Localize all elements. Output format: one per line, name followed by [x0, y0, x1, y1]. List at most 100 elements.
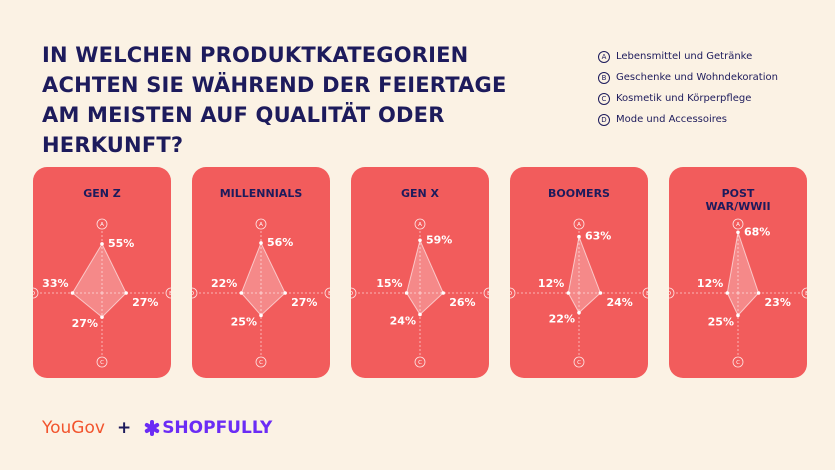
radar-point [283, 291, 287, 295]
radar-area [240, 241, 286, 317]
radar-point [70, 291, 75, 295]
axis-end [642, 287, 648, 299]
axis-label: C [736, 360, 740, 366]
legend-item: C Kosmetik und Körperpflege [598, 88, 778, 109]
axis-label: A [418, 222, 422, 228]
radar-point [736, 313, 740, 318]
value-label: 26% [449, 296, 475, 309]
value-label: 25% [231, 315, 257, 328]
axis-label: B [487, 291, 489, 297]
shopfully-icon [144, 420, 160, 436]
radar-area [726, 232, 760, 317]
radar-area [567, 234, 602, 314]
value-label: 12% [697, 277, 723, 290]
axis-label: D [669, 291, 671, 297]
radar-chart: A B C D 68% 23% 25% 12% [669, 218, 807, 368]
value-label: 27% [132, 296, 158, 309]
axis-label: B [805, 291, 807, 297]
radar-point [418, 238, 422, 243]
axis-end [414, 356, 426, 368]
radar-point [259, 241, 263, 245]
value-label: 23% [765, 296, 791, 309]
value-label: 22% [211, 277, 237, 290]
value-label: 24% [390, 314, 416, 327]
value-label: 27% [72, 317, 98, 330]
radar-point [566, 291, 571, 295]
axis-end [732, 356, 744, 368]
value-label: 63% [585, 230, 611, 243]
value-label: 68% [744, 225, 770, 238]
chart-title: GEN Z [83, 187, 121, 200]
legend: A Lebensmittel und Getränke B Geschenke und… [598, 46, 778, 130]
legend-key: A [598, 50, 610, 63]
chart-card: MILLENNIALS A B C D 56% 27% 25% 22% [192, 167, 330, 378]
axis-end [351, 287, 357, 299]
radar-point [124, 291, 128, 295]
legend-label: Geschenke und Wohndekoration [616, 72, 778, 83]
chart-card: GEN Z A B C D 55% 27% 27% 33% [33, 167, 171, 378]
axis-end [33, 287, 39, 299]
radar-area [406, 238, 444, 316]
axis-end [510, 287, 516, 299]
axis-label: B [169, 291, 171, 297]
value-label: 24% [606, 296, 632, 309]
value-label: 59% [426, 233, 452, 246]
radar-point [577, 310, 581, 315]
axis-label: A [100, 222, 104, 228]
legend-label: Mode und Accessoires [616, 114, 728, 125]
logo-shopfully: SHOPFULLY [162, 418, 273, 438]
axis-end [669, 287, 675, 299]
radar-point [736, 230, 740, 235]
value-label: 25% [708, 315, 734, 328]
axis-label: D [33, 291, 35, 297]
radar-point [441, 291, 446, 295]
radar-point [259, 313, 263, 318]
value-label: 27% [291, 296, 317, 309]
logo-yougov: YouGov [42, 418, 105, 438]
axis-label: A [736, 222, 740, 228]
axis-label: A [577, 222, 581, 228]
legend-item: B Geschenke und Wohndekoration [598, 67, 778, 88]
axis-label: A [259, 222, 263, 228]
chart-card: BOOMERS A B C D 63% 24% 22% 12% [510, 167, 648, 378]
axis-label: B [646, 291, 648, 297]
chart-title: POST WAR/WWII [705, 187, 771, 213]
axis-end [414, 218, 426, 230]
axis-label: C [577, 360, 581, 366]
radar-chart: A B C D 55% 27% 27% 33% [33, 218, 171, 368]
value-label: 56% [267, 236, 293, 249]
radar-chart: A B C D 59% 26% 24% 15% [351, 218, 489, 368]
legend-label: Lebensmittel und Getränke [616, 51, 753, 62]
axis-label: D [510, 291, 512, 297]
legend-label: Kosmetik und Körperpflege [616, 93, 752, 104]
legend-key: C [598, 92, 610, 105]
axis-end [255, 218, 267, 230]
radar-point [577, 234, 581, 239]
radar-area [71, 242, 127, 318]
radar-chart: A B C D 56% 27% 25% 22% [192, 218, 330, 368]
chart-title: MILLENNIALS [219, 187, 303, 200]
axis-end [96, 218, 108, 230]
axis-end [483, 287, 489, 299]
radar-point [100, 315, 104, 319]
legend-item: D Mode und Accessoires [598, 109, 778, 130]
footer: YouGov + SHOPFULLY [42, 418, 272, 438]
plus: + [116, 418, 132, 438]
axis-end [324, 287, 330, 299]
radar-point [100, 242, 104, 246]
radar-point [756, 291, 761, 295]
axis-end [573, 356, 585, 368]
radar-point [418, 312, 422, 317]
chart-title: BOOMERS [548, 187, 610, 200]
axis-label: C [259, 360, 263, 366]
chart-title: GEN X [400, 187, 440, 200]
radar-point [598, 291, 603, 295]
value-label: 55% [108, 237, 134, 250]
axis-end [255, 356, 267, 368]
value-label: 22% [549, 313, 575, 326]
title: IN WELCHEN PRODUKTKATEGORIEN ACHTEN SIE … [42, 43, 507, 157]
axis-end [96, 356, 108, 368]
legend-key: D [598, 113, 610, 126]
axis-end [801, 287, 807, 299]
radar-chart: A B C D 63% 24% 22% 12% [510, 218, 648, 368]
